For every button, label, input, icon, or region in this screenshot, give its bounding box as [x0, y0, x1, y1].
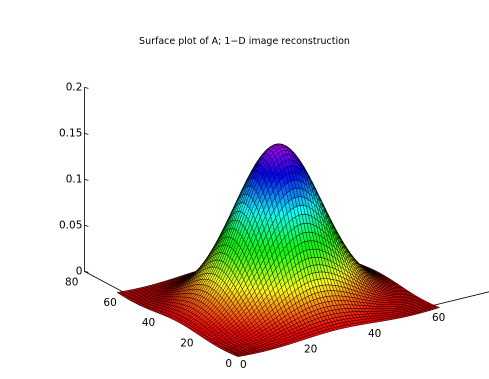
z-tick-label: 0: [76, 265, 83, 277]
y-tick-label: 80: [65, 276, 78, 288]
x-tick-label: 40: [368, 328, 381, 340]
chart-title: Surface plot of A; 1−D image reconstruct…: [139, 36, 350, 47]
y-tick-label: 20: [180, 338, 193, 350]
x-tick-label: 20: [304, 343, 317, 355]
z-tick-label: 0.15: [59, 127, 82, 139]
z-tick-mark: [84, 179, 89, 181]
tick-labels: 02040608002040608000.050.10.150.2: [59, 81, 445, 371]
y-tick-label: 0: [225, 358, 232, 370]
z-tick-label: 0.2: [66, 81, 83, 93]
surface-face: [433, 306, 441, 309]
x-tick-label: 60: [432, 312, 445, 324]
z-tick-mark: [84, 225, 89, 227]
z-tick-mark: [84, 133, 89, 135]
z-tick-label: 0.05: [59, 219, 82, 231]
surface-mesh: [116, 143, 441, 357]
z-tick-mark: [84, 87, 89, 89]
z-tick-label: 0.1: [66, 173, 83, 185]
y-tick-label: 60: [103, 297, 116, 309]
x-tick-label: 0: [240, 359, 247, 371]
z-tick-mark: [84, 271, 89, 273]
y-tick-label: 40: [142, 317, 155, 329]
